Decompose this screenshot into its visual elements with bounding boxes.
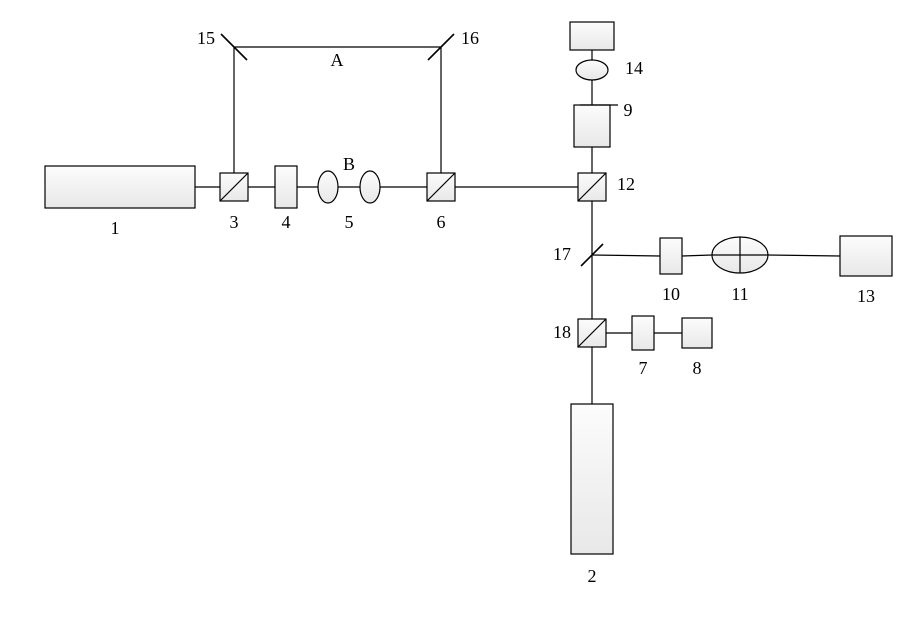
box4 [275, 166, 297, 208]
box8 [682, 318, 712, 348]
label-n12: 12 [617, 174, 635, 194]
label-n13: 13 [857, 286, 875, 306]
edge [682, 255, 712, 256]
label-B: B [343, 154, 355, 174]
edges-layer [195, 47, 840, 404]
nodes-layer [45, 22, 892, 554]
box14 [570, 22, 614, 50]
label-n7: 7 [639, 358, 648, 378]
lens5a [318, 171, 338, 203]
box1 [45, 166, 195, 208]
lens14 [576, 60, 608, 80]
label-n18: 18 [553, 322, 571, 342]
label-A: A [331, 50, 344, 70]
label-n11: 11 [731, 284, 748, 304]
label-n5: 5 [345, 212, 354, 232]
box13 [840, 236, 892, 276]
box10 [660, 238, 682, 274]
label-n14: 14 [625, 58, 643, 78]
label-n9: 9 [624, 100, 633, 120]
label-n15: 15 [197, 28, 215, 48]
edge [768, 255, 840, 256]
box7 [632, 316, 654, 350]
label-n3: 3 [230, 212, 239, 232]
box9 [574, 105, 610, 147]
label-n17: 17 [553, 244, 571, 264]
lens5b [360, 171, 380, 203]
label-n8: 8 [693, 358, 702, 378]
label-n16: 16 [461, 28, 479, 48]
box2 [571, 404, 613, 554]
labels-layer: 123456789101112131415161718AB [111, 28, 876, 586]
label-n2: 2 [588, 566, 597, 586]
edge [592, 255, 660, 256]
label-n6: 6 [437, 212, 446, 232]
label-n4: 4 [282, 212, 291, 232]
label-n10: 10 [662, 284, 680, 304]
label-n1: 1 [111, 218, 120, 238]
